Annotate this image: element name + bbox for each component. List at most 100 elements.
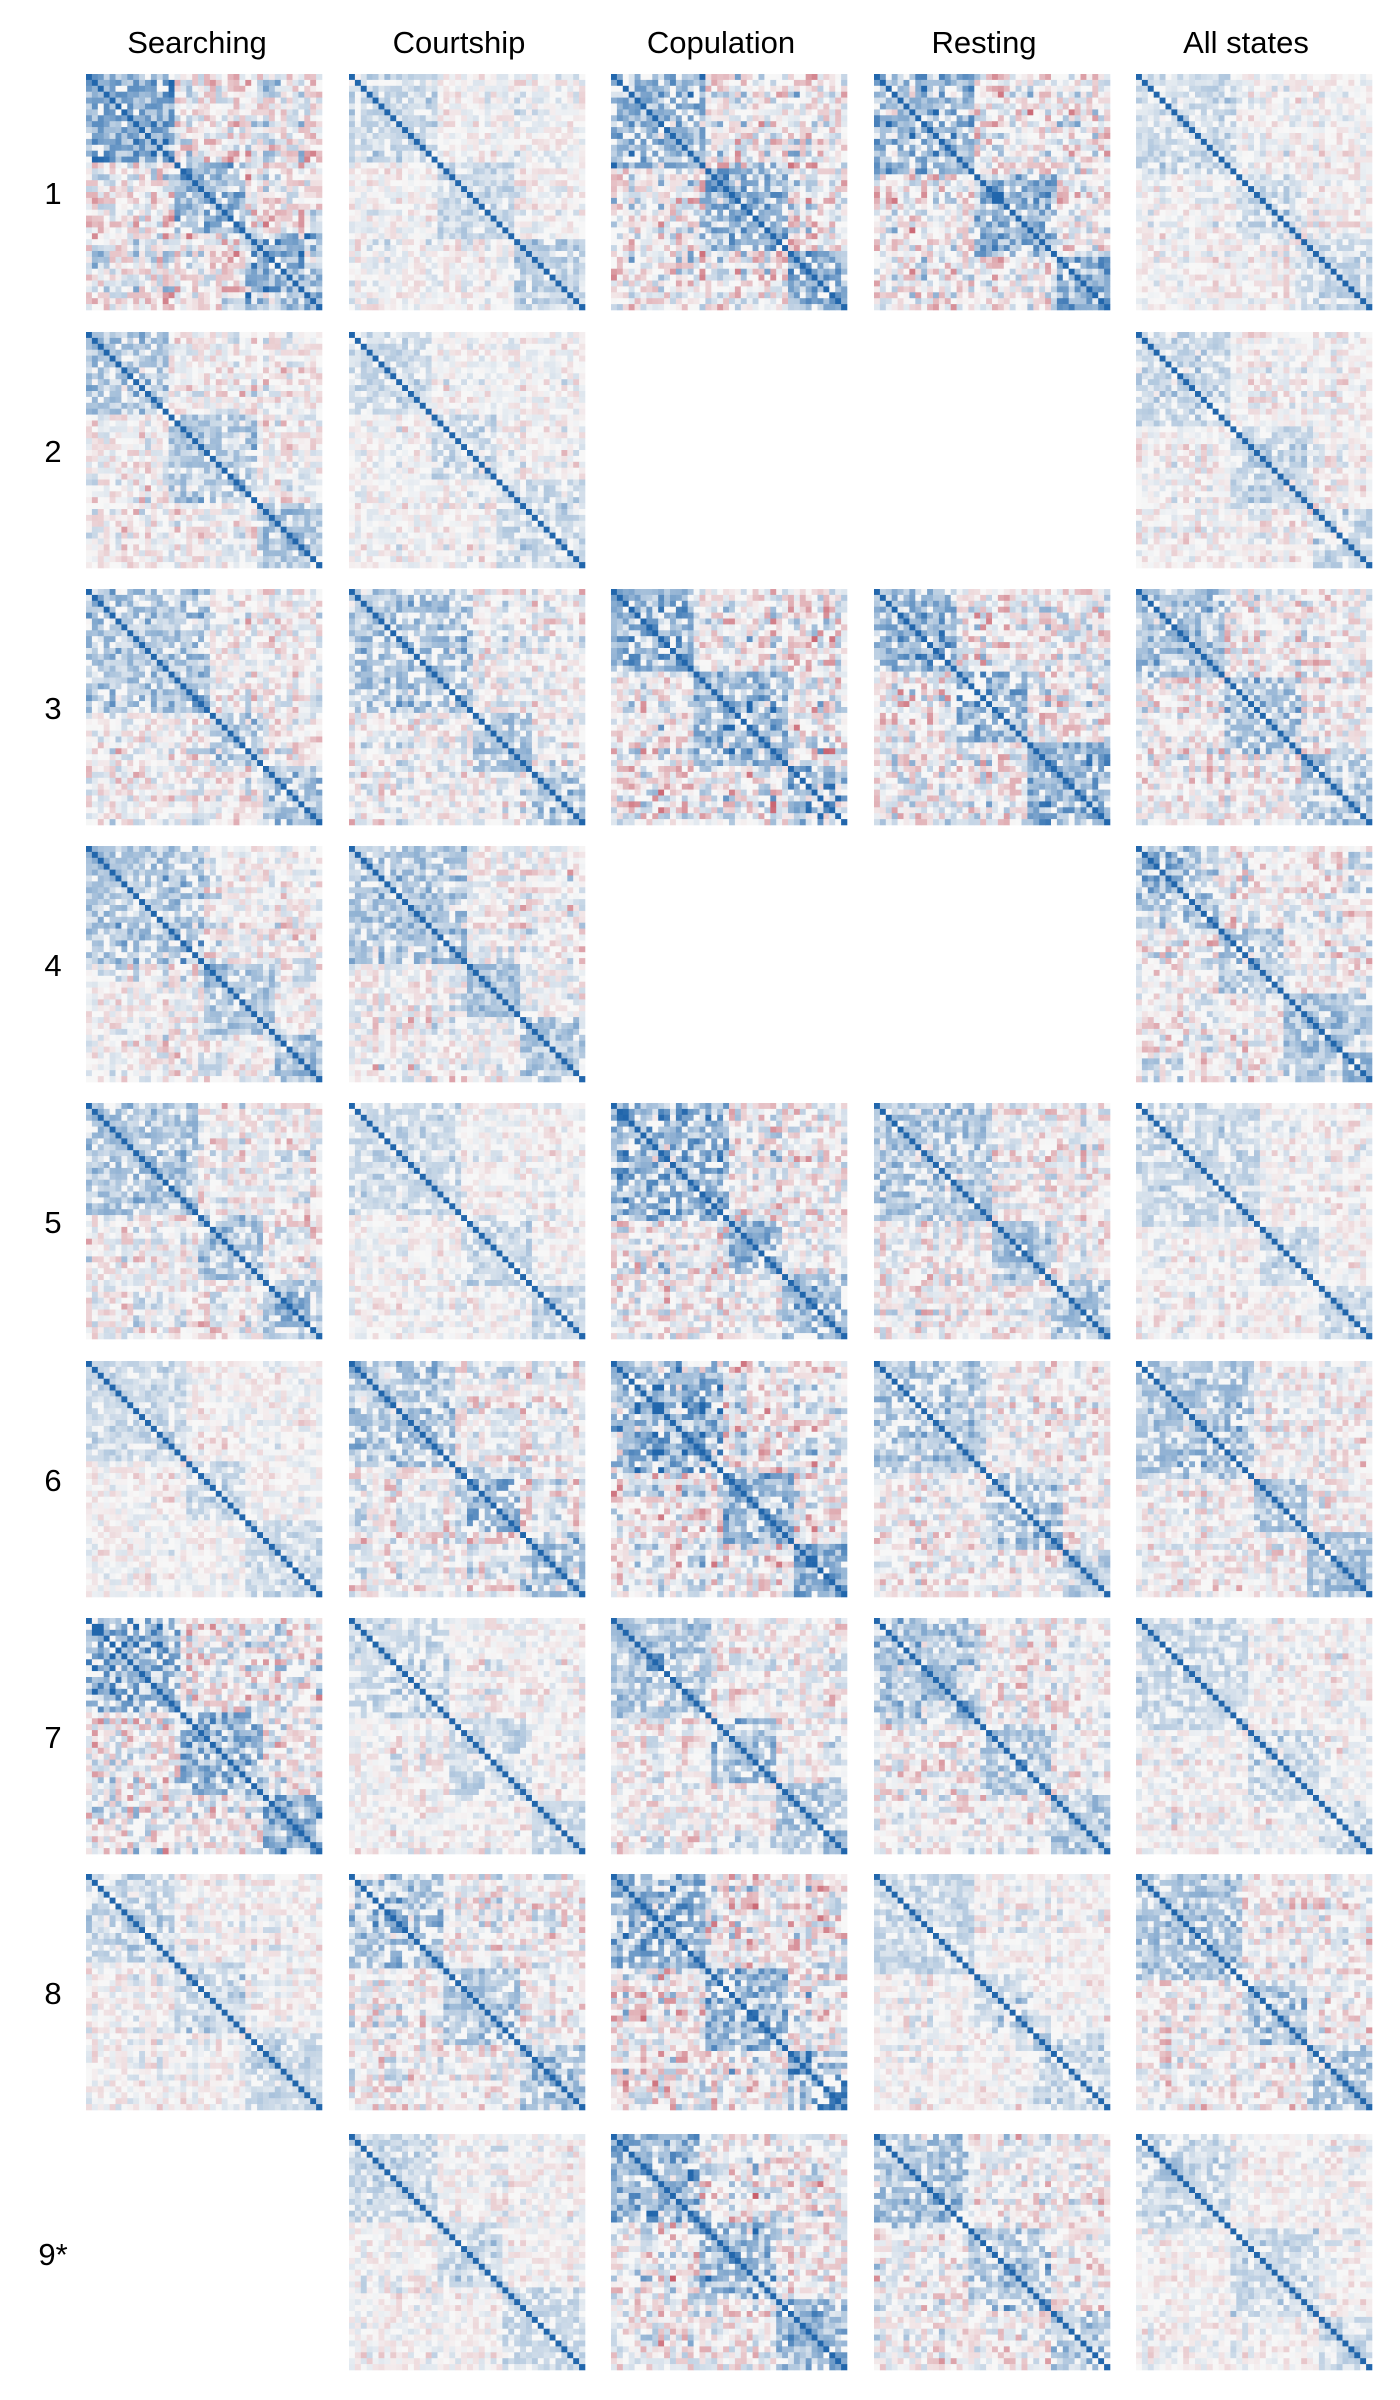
heatmap-cell bbox=[298, 298, 304, 304]
heatmap-cell bbox=[361, 92, 367, 98]
heatmap-cell bbox=[573, 98, 579, 104]
heatmap-cell bbox=[216, 139, 222, 145]
heatmap-cell bbox=[210, 74, 216, 80]
heatmap-cell bbox=[151, 92, 157, 98]
heatmap-cell bbox=[269, 269, 275, 275]
heatmap-cell bbox=[239, 145, 245, 151]
heatmap-cell bbox=[186, 245, 192, 251]
heatmap-cell bbox=[145, 186, 151, 192]
heatmap-cell bbox=[310, 269, 316, 275]
heatmap-cell bbox=[263, 257, 269, 263]
heatmap-cell bbox=[426, 133, 432, 139]
heatmap-cell bbox=[573, 115, 579, 121]
heatmap-cell bbox=[198, 180, 204, 186]
heatmap-cell bbox=[502, 80, 508, 86]
heatmap-cell bbox=[216, 133, 222, 139]
heatmap-cell bbox=[175, 163, 181, 169]
heatmap-cell bbox=[139, 269, 145, 275]
heatmap-cell bbox=[198, 222, 204, 228]
heatmap-cell bbox=[133, 286, 139, 292]
heatmap-cell bbox=[239, 192, 245, 198]
heatmap-cell bbox=[104, 86, 110, 92]
heatmap-cell bbox=[216, 286, 222, 292]
heatmap-cell bbox=[532, 115, 538, 121]
heatmap-cell bbox=[210, 245, 216, 251]
heatmap-cell bbox=[234, 121, 240, 127]
heatmap-cell bbox=[538, 86, 544, 92]
heatmap-cell bbox=[169, 251, 175, 257]
heatmap-cell bbox=[287, 121, 293, 127]
heatmap-cell bbox=[151, 263, 157, 269]
heatmap-cell bbox=[316, 133, 322, 139]
heatmap-cell bbox=[210, 204, 216, 210]
heatmap-cell bbox=[163, 286, 169, 292]
heatmap-cell bbox=[491, 121, 497, 127]
heatmap-cell bbox=[287, 263, 293, 269]
heatmap-cell bbox=[116, 104, 122, 110]
heatmap-cell bbox=[234, 180, 240, 186]
heatmap-cell bbox=[316, 163, 322, 169]
heatmap-cell bbox=[169, 204, 175, 210]
heatmap-cell bbox=[228, 269, 234, 275]
heatmap-cell bbox=[304, 210, 310, 216]
heatmap-cell bbox=[467, 127, 473, 133]
heatmap-cell bbox=[438, 86, 444, 92]
heatmap-cell bbox=[192, 127, 198, 133]
heatmap-cell bbox=[210, 121, 216, 127]
heatmap-cell bbox=[298, 251, 304, 257]
heatmap-cell bbox=[384, 104, 390, 110]
heatmap-cell bbox=[169, 192, 175, 198]
heatmap-cell bbox=[293, 145, 299, 151]
heatmap-cell bbox=[210, 298, 216, 304]
heatmap-cell bbox=[579, 98, 585, 104]
heatmap-cell bbox=[104, 163, 110, 169]
heatmap-cell bbox=[198, 227, 204, 233]
heatmap-cell bbox=[192, 204, 198, 210]
heatmap-cell bbox=[234, 245, 240, 251]
heatmap-cell bbox=[414, 115, 420, 121]
heatmap-cell bbox=[98, 139, 104, 145]
heatmap-cell bbox=[275, 198, 281, 204]
heatmap-cell bbox=[222, 251, 228, 257]
heatmap-cell bbox=[104, 269, 110, 275]
heatmap-cell bbox=[121, 192, 127, 198]
heatmap-cell bbox=[163, 251, 169, 257]
heatmap-cell bbox=[216, 145, 222, 151]
heatmap-cell bbox=[426, 104, 432, 110]
heatmap-cell bbox=[263, 180, 269, 186]
heatmap-cell bbox=[145, 92, 151, 98]
heatmap-cell bbox=[222, 139, 228, 145]
heatmap-cell bbox=[556, 92, 562, 98]
heatmap-cell bbox=[92, 168, 98, 174]
heatmap-cell bbox=[556, 127, 562, 133]
heatmap-cell bbox=[573, 104, 579, 110]
heatmap-cell bbox=[304, 192, 310, 198]
heatmap-cell bbox=[133, 127, 139, 133]
heatmap-cell bbox=[163, 163, 169, 169]
heatmap-cell bbox=[275, 275, 281, 281]
heatmap-cell bbox=[298, 281, 304, 287]
heatmap-cell bbox=[145, 121, 151, 127]
heatmap-cell bbox=[86, 263, 92, 269]
heatmap-cell bbox=[245, 251, 251, 257]
heatmap-cell bbox=[402, 133, 408, 139]
heatmap-cell bbox=[198, 292, 204, 298]
heatmap-cell bbox=[98, 180, 104, 186]
heatmap-cell bbox=[192, 298, 198, 304]
heatmap-cell bbox=[92, 174, 98, 180]
column-label-courtship: Courtship bbox=[393, 25, 526, 60]
heatmap-cell bbox=[316, 263, 322, 269]
heatmap-cell bbox=[127, 227, 133, 233]
heatmap-cell bbox=[269, 145, 275, 151]
heatmap-cell bbox=[287, 133, 293, 139]
heatmap-cell bbox=[556, 104, 562, 110]
heatmap-cell bbox=[281, 109, 287, 115]
heatmap-cell bbox=[491, 86, 497, 92]
heatmap-cell bbox=[180, 263, 186, 269]
heatmap-cell bbox=[192, 174, 198, 180]
heatmap-cell bbox=[239, 157, 245, 163]
heatmap-cell bbox=[316, 198, 322, 204]
heatmap-cell bbox=[157, 198, 163, 204]
heatmap-cell bbox=[175, 251, 181, 257]
heatmap-cell bbox=[316, 174, 322, 180]
